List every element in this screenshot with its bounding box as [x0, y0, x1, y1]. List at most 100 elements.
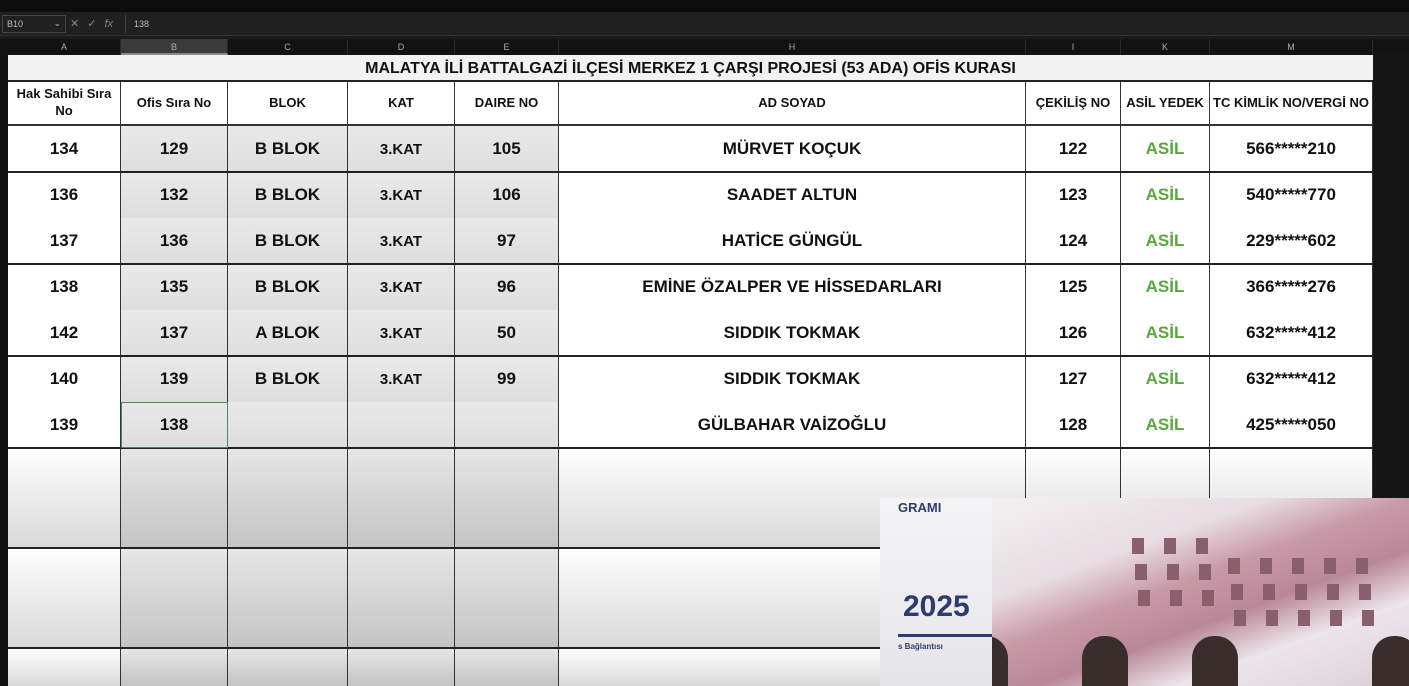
empty-cell[interactable]	[455, 648, 559, 686]
table-cell[interactable]: 128	[1026, 402, 1121, 448]
table-cell[interactable]: 136	[121, 218, 228, 264]
column-title[interactable]: Hak Sahibi Sıra No	[8, 82, 121, 126]
empty-cell[interactable]	[228, 448, 348, 548]
table-cell[interactable]: 129	[121, 126, 228, 172]
table-cell[interactable]	[455, 402, 559, 448]
table-cell[interactable]: B BLOK	[228, 218, 348, 264]
table-cell[interactable]: SIDDIK TOKMAK	[559, 356, 1026, 402]
empty-cell[interactable]	[455, 548, 559, 648]
table-cell[interactable]: SIDDIK TOKMAK	[559, 310, 1026, 356]
column-title[interactable]: ASİL YEDEK	[1121, 82, 1210, 126]
table-cell[interactable]: 3.KAT	[348, 310, 455, 356]
table-cell[interactable]: 136	[8, 172, 121, 218]
empty-cell[interactable]	[8, 648, 121, 686]
table-cell[interactable]: 137	[121, 310, 228, 356]
table-cell[interactable]: B BLOK	[228, 126, 348, 172]
table-cell[interactable]: 96	[455, 264, 559, 310]
table-cell[interactable]: ASİL	[1121, 172, 1210, 218]
table-cell[interactable]: 425*****050	[1210, 402, 1373, 448]
table-cell[interactable]: SAADET ALTUN	[559, 172, 1026, 218]
table-cell[interactable]: 97	[455, 218, 559, 264]
table-cell[interactable]	[348, 402, 455, 448]
table-cell[interactable]: 139	[8, 402, 121, 448]
table-cell[interactable]: ASİL	[1121, 310, 1210, 356]
formula-input[interactable]: 138	[125, 14, 1409, 33]
empty-cell[interactable]	[121, 648, 228, 686]
cancel-icon[interactable]: ✕	[70, 18, 80, 30]
column-header-h[interactable]: H	[559, 39, 1026, 55]
column-title[interactable]: TC KİMLİK NO/VERGİ NO	[1210, 82, 1373, 126]
table-cell[interactable]: 3.KAT	[348, 126, 455, 172]
empty-cell[interactable]	[8, 448, 121, 548]
table-cell[interactable]: 50	[455, 310, 559, 356]
table-cell[interactable]: 105	[455, 126, 559, 172]
table-cell[interactable]: 138	[8, 264, 121, 310]
table-cell[interactable]: ASİL	[1121, 218, 1210, 264]
column-title[interactable]: KAT	[348, 82, 455, 126]
table-cell[interactable]: B BLOK	[228, 356, 348, 402]
empty-cell[interactable]	[348, 448, 455, 548]
table-cell[interactable]: 135	[121, 264, 228, 310]
column-title[interactable]: BLOK	[228, 82, 348, 126]
column-header-m[interactable]: M	[1210, 39, 1373, 55]
empty-cell[interactable]	[348, 648, 455, 686]
column-header-e[interactable]: E	[455, 39, 559, 55]
table-cell[interactable]: 3.KAT	[348, 172, 455, 218]
function-icon[interactable]: fx	[104, 17, 113, 30]
table-cell[interactable]: 138	[121, 402, 228, 448]
spreadsheet-grid[interactable]: MALATYA İLİ BATTALGAZİ İLÇESİ MERKEZ 1 Ç…	[8, 55, 1373, 686]
table-cell[interactable]: ASİL	[1121, 126, 1210, 172]
table-cell[interactable]: 126	[1026, 310, 1121, 356]
empty-cell[interactable]	[8, 548, 121, 648]
table-cell[interactable]: 139	[121, 356, 228, 402]
empty-cell[interactable]	[455, 448, 559, 548]
table-cell[interactable]: A BLOK	[228, 310, 348, 356]
table-cell[interactable]: 142	[8, 310, 121, 356]
empty-cell[interactable]	[121, 548, 228, 648]
table-cell[interactable]: 632*****412	[1210, 310, 1373, 356]
table-cell[interactable]: 540*****770	[1210, 172, 1373, 218]
table-cell[interactable]: 125	[1026, 264, 1121, 310]
column-header-d[interactable]: D	[348, 39, 455, 55]
table-cell[interactable]: ASİL	[1121, 264, 1210, 310]
table-cell[interactable]: 132	[121, 172, 228, 218]
table-cell[interactable]: 137	[8, 218, 121, 264]
table-cell[interactable]: MÜRVET KOÇUK	[559, 126, 1026, 172]
table-cell[interactable]	[228, 402, 348, 448]
table-cell[interactable]: 106	[455, 172, 559, 218]
name-box[interactable]: B10 ⌄	[2, 14, 66, 33]
table-cell[interactable]: 3.KAT	[348, 356, 455, 402]
table-cell[interactable]: 127	[1026, 356, 1121, 402]
table-cell[interactable]: 134	[8, 126, 121, 172]
column-header-a[interactable]: A	[8, 39, 121, 55]
empty-cell[interactable]	[228, 548, 348, 648]
table-cell[interactable]: B BLOK	[228, 172, 348, 218]
table-cell[interactable]: ASİL	[1121, 402, 1210, 448]
table-cell[interactable]: 3.KAT	[348, 264, 455, 310]
table-cell[interactable]: B BLOK	[228, 264, 348, 310]
column-header-i[interactable]: I	[1026, 39, 1121, 55]
table-cell[interactable]: 366*****276	[1210, 264, 1373, 310]
column-title[interactable]: AD SOYAD	[559, 82, 1026, 126]
empty-cell[interactable]	[121, 448, 228, 548]
table-cell[interactable]: 632*****412	[1210, 356, 1373, 402]
table-cell[interactable]: 124	[1026, 218, 1121, 264]
table-cell[interactable]: EMİNE ÖZALPER VE HİSSEDARLARI	[559, 264, 1026, 310]
table-cell[interactable]: 99	[455, 356, 559, 402]
empty-cell[interactable]	[228, 648, 348, 686]
column-title[interactable]: ÇEKİLİŞ NO	[1026, 82, 1121, 126]
column-title[interactable]: Ofis Sıra No	[121, 82, 228, 126]
table-cell[interactable]: GÜLBAHAR VAİZOĞLU	[559, 402, 1026, 448]
empty-cell[interactable]	[348, 548, 455, 648]
table-cell[interactable]: HATİCE GÜNGÜL	[559, 218, 1026, 264]
table-cell[interactable]: 566*****210	[1210, 126, 1373, 172]
confirm-icon[interactable]: ✓	[87, 18, 97, 30]
table-cell[interactable]: 140	[8, 356, 121, 402]
column-header-c[interactable]: C	[228, 39, 348, 55]
table-cell[interactable]: 123	[1026, 172, 1121, 218]
column-title[interactable]: DAIRE NO	[455, 82, 559, 126]
table-cell[interactable]: ASİL	[1121, 356, 1210, 402]
table-cell[interactable]: 229*****602	[1210, 218, 1373, 264]
column-header-b[interactable]: B	[121, 39, 228, 55]
column-header-k[interactable]: K	[1121, 39, 1210, 55]
